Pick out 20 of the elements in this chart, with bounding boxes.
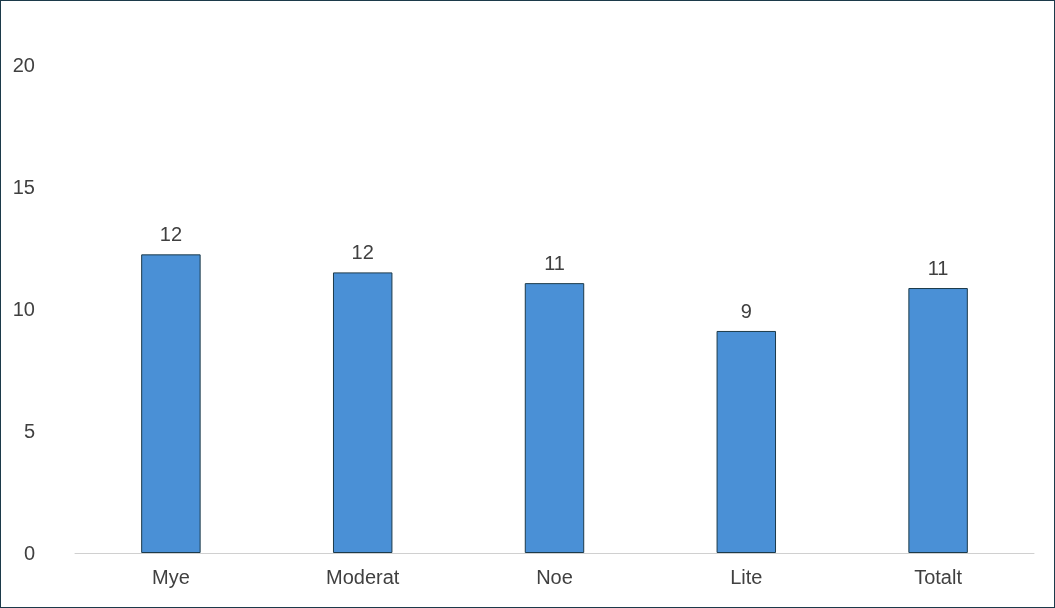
data-label: 11: [927, 257, 949, 280]
x-tick-label: Lite: [730, 566, 763, 588]
bar: [908, 288, 968, 553]
y-tick-label: 5: [23, 420, 35, 442]
data-label: 12: [159, 223, 183, 246]
data-label: 9: [740, 299, 752, 322]
bar: [524, 283, 585, 553]
x-tick-label: Moderat: [326, 566, 400, 588]
data-label: 11: [544, 252, 565, 275]
bar: [141, 254, 201, 553]
y-tick-label: 0: [23, 542, 35, 564]
y-tick-label: 15: [12, 176, 35, 198]
x-tick-label: Totalt: [914, 566, 963, 588]
y-tick-label: 20: [12, 54, 35, 76]
y-tick-label: 10: [12, 298, 35, 320]
bar: [716, 330, 777, 553]
x-tick-label: Noe: [536, 566, 573, 588]
x-tick-label: Mye: [152, 566, 190, 588]
data-label: 12: [351, 241, 374, 264]
bar: [332, 272, 393, 553]
